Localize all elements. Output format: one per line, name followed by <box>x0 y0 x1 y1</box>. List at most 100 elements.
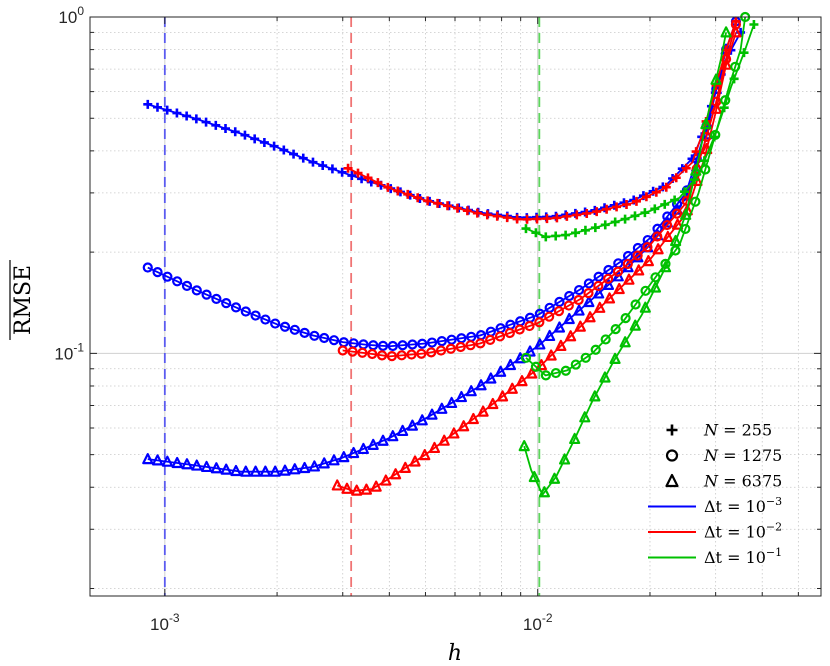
data-point-triangle <box>419 449 431 461</box>
y-axis-label: RMSE <box>11 265 36 335</box>
data-point-circle <box>671 208 683 219</box>
data-point-plus <box>580 225 590 235</box>
data-point-circle <box>612 266 624 277</box>
data-point-triangle <box>680 208 692 220</box>
reference-lines <box>163 17 541 596</box>
series-dt-1e-3-n-1275 <box>142 16 742 352</box>
data-point-plus <box>620 214 630 224</box>
data-point-triangle <box>308 460 320 472</box>
data-point-circle <box>347 346 358 357</box>
data-point-plus <box>582 208 592 218</box>
data-point-plus <box>551 231 561 241</box>
data-point-triangle <box>629 319 641 331</box>
data-point-triangle <box>538 486 551 498</box>
data-point-triangle <box>665 473 679 488</box>
data-point-circle <box>172 276 183 287</box>
data-point-plus <box>562 211 572 221</box>
data-point-circle <box>622 258 633 270</box>
data-point-triangle <box>487 397 499 410</box>
data-point-triangle <box>397 424 409 437</box>
legend-entry: N = 255 <box>666 421 772 440</box>
data-point-plus <box>542 214 552 224</box>
data-point-plus <box>298 153 308 163</box>
data-point-triangle <box>563 312 575 325</box>
data-point-circle <box>630 299 641 310</box>
data-point-circle <box>357 347 368 358</box>
series-layer <box>142 11 759 498</box>
data-point-triangle <box>516 375 528 387</box>
legend: N = 255 N = 1275 N = 6375 Δt = 10−3 Δt = 10−… <box>648 421 782 567</box>
data-point-triangle <box>298 461 311 474</box>
data-point-circle <box>680 223 691 235</box>
legend-entry: Δt = 10−1 <box>648 546 782 567</box>
data-point-plus <box>353 168 363 178</box>
data-point-triangle <box>436 402 448 414</box>
x-tick-label: 10-2 <box>523 611 553 634</box>
data-point-triangle <box>545 349 557 361</box>
data-point-triangle <box>161 455 173 467</box>
data-point-triangle <box>191 459 203 471</box>
y-tick-label: 100 <box>58 4 84 27</box>
data-point-triangle <box>328 454 340 466</box>
data-point-triangle <box>720 26 732 38</box>
data-point-triangle <box>584 311 596 323</box>
data-point-plus <box>641 192 651 202</box>
data-point-plus <box>572 210 582 220</box>
data-point-triangle <box>399 461 411 473</box>
legend-entry: N = 6375 <box>665 472 782 491</box>
data-point-triangle <box>259 465 271 477</box>
data-point-triangle <box>380 474 392 486</box>
data-point-plus <box>472 208 482 218</box>
data-point-circle <box>181 280 193 291</box>
data-point-plus <box>318 161 328 171</box>
legend-label: Δt = 10−1 <box>704 546 782 567</box>
data-point-triangle <box>465 385 477 397</box>
data-point-plus <box>433 198 443 208</box>
data-point-circle <box>593 280 604 292</box>
data-point-triangle <box>338 451 350 463</box>
data-point-circle <box>494 331 506 342</box>
data-point-circle <box>544 311 555 322</box>
data-point-plus <box>570 208 580 218</box>
data-point-triangle <box>269 465 281 477</box>
data-point-triangle <box>240 465 252 477</box>
data-point-circle <box>279 321 291 332</box>
data-point-circle <box>650 272 661 283</box>
data-point-triangle <box>639 301 651 313</box>
x-tick-label: 10-3 <box>150 611 180 634</box>
data-point-triangle <box>659 261 672 273</box>
data-point-circle <box>211 293 222 305</box>
data-point-triangle <box>573 304 585 316</box>
data-point-circle <box>397 340 408 351</box>
data-point-plus <box>393 186 403 196</box>
data-point-plus <box>279 145 289 155</box>
axis-ticks: 10-3 10-2 10-1 100 <box>54 4 821 634</box>
data-point-triangle <box>348 446 360 459</box>
data-point-plus <box>502 213 512 223</box>
data-point-plus <box>211 120 221 130</box>
data-point-plus <box>522 214 532 224</box>
data-point-triangle <box>477 405 489 417</box>
data-point-circle <box>407 339 418 350</box>
data-point-circle <box>642 242 653 253</box>
series-line <box>147 21 737 348</box>
data-point-plus <box>172 108 182 118</box>
data-point-plus <box>403 189 413 199</box>
data-point-triangle <box>526 367 538 379</box>
data-point-plus <box>521 224 531 234</box>
data-point-triangle <box>662 230 674 243</box>
data-point-plus <box>631 196 641 206</box>
data-point-circle <box>475 338 486 349</box>
data-point-circle <box>662 219 673 231</box>
data-point-circle <box>563 300 574 311</box>
data-point-plus <box>492 211 502 221</box>
series-dt-1e-2-n-1275 <box>337 19 742 362</box>
data-point-triangle <box>279 464 291 476</box>
data-point-triangle <box>485 372 497 384</box>
data-point-triangle <box>455 390 468 403</box>
data-point-plus <box>651 187 661 197</box>
data-point-circle <box>504 327 515 339</box>
data-point-plus <box>221 124 231 134</box>
series-line <box>336 32 737 492</box>
data-point-triangle <box>377 434 389 446</box>
